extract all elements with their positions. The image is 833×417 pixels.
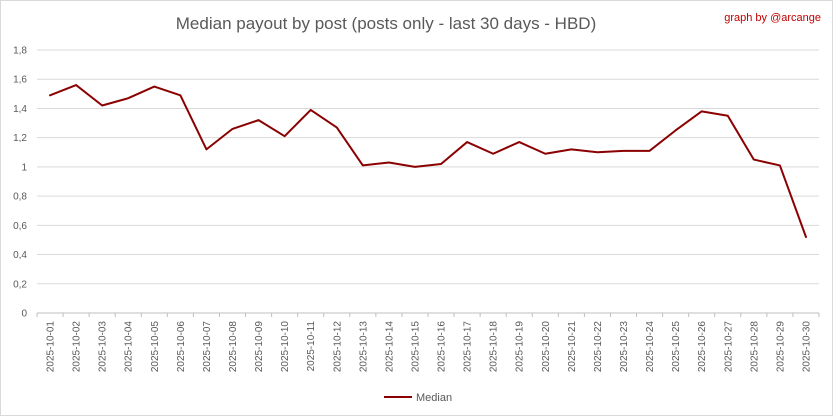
data-point [412,164,417,169]
data-point [465,140,470,145]
x-tick-label: 2025-10-26 [697,321,708,373]
series-layer [48,83,808,240]
data-point [439,161,444,166]
y-tick-label: 1,6 [13,75,27,86]
series-line-median [49,84,807,239]
data-point [517,140,522,145]
x-tick-label: 2025-10-04 [124,321,135,373]
legend-label-median: Median [416,392,452,404]
x-tick-label: 2025-10-07 [202,321,213,373]
data-point [126,96,131,101]
data-point [803,235,808,240]
x-tick-label: 2025-10-13 [358,321,369,373]
x-tick-label: 2025-10-09 [254,321,265,373]
y-tick-label: 1,8 [13,46,27,57]
data-point [725,113,730,118]
data-point [595,150,600,155]
y-tick-label: 1,2 [13,133,27,144]
x-tick-label: 2025-10-17 [463,321,474,373]
x-tick-label: 2025-10-20 [541,321,552,373]
data-point [204,147,209,152]
data-point [178,93,183,98]
x-tick-label: 2025-10-16 [437,321,448,373]
y-tick-label: 0,6 [13,221,27,232]
data-point [621,148,626,153]
x-tick-label: 2025-10-24 [645,321,656,373]
legend: Median [384,392,452,404]
data-point [491,151,496,156]
x-tick-label: 2025-10-01 [46,321,57,373]
y-tick-label: 0,4 [13,250,27,261]
chart-credit: graph by @arcange [724,12,821,24]
data-point [569,147,574,152]
data-point [334,125,339,130]
x-tick-label: 2025-10-19 [515,321,526,373]
chart-title: Median payout by post (posts only - last… [176,14,596,33]
data-point [256,118,261,123]
data-point [308,107,313,112]
gridlines [37,49,819,314]
data-point [386,160,391,165]
y-tick-label: 1,4 [13,104,27,115]
x-tick-label: 2025-10-30 [801,321,812,373]
y-tick-label: 0,8 [13,192,27,203]
x-tick-label: 2025-10-25 [671,321,682,373]
x-tick-label: 2025-10-29 [775,321,786,373]
data-point [647,148,652,153]
data-point [673,128,678,133]
x-tick-label: 2025-10-08 [228,321,239,373]
x-tick-label: 2025-10-05 [150,321,161,373]
x-axis-ticks: 2025-10-01 2025-10-02 2025-10-03 2025-10-04… [36,313,820,373]
x-tick-label: 2025-10-11 [306,321,317,372]
x-tick-label: 2025-10-28 [749,321,760,373]
x-tick-label: 2025-10-18 [489,321,500,373]
y-axis-ticks: 0 0,2 0,4 0,6 0,8 1 1,2 1,4 1,6 1,8 [13,46,27,320]
data-point [152,84,157,89]
x-tick-label: 2025-10-27 [723,321,734,373]
data-point [74,83,79,88]
x-tick-label: 2025-10-23 [619,321,630,373]
x-tick-label: 2025-10-02 [72,321,83,373]
x-tick-label: 2025-10-12 [332,321,343,373]
data-point [230,126,235,131]
x-tick-label: 2025-10-03 [98,321,109,373]
data-point [777,163,782,168]
data-point [699,109,704,114]
y-tick-label: 0,2 [13,279,27,290]
data-point [282,134,287,139]
x-tick-label: 2025-10-22 [593,321,604,373]
data-point [100,103,105,108]
y-tick-label: 0 [21,309,27,320]
x-tick-label: 2025-10-10 [280,321,291,373]
x-tick-label: 2025-10-06 [176,321,187,373]
data-point [360,163,365,168]
y-tick-label: 1 [21,162,27,173]
data-point [751,157,756,162]
x-tick-label: 2025-10-15 [410,321,421,373]
x-tick-label: 2025-10-21 [567,321,578,373]
data-point [543,151,548,156]
x-tick-label: 2025-10-14 [384,321,395,373]
data-point [48,93,53,98]
